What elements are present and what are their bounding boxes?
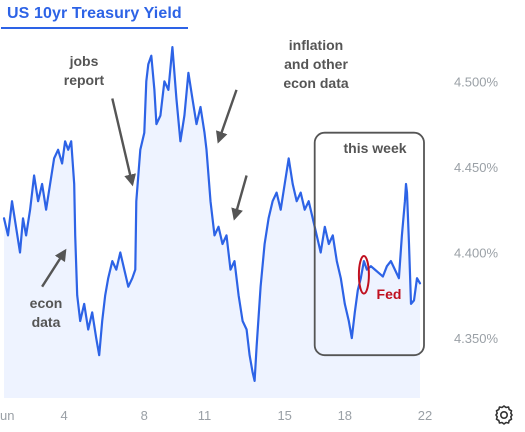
y-tick-label: 4.400% — [454, 246, 499, 261]
annotation-text-line: and other — [284, 56, 348, 72]
series-line-0 — [2, 46, 422, 382]
annotation-text-line: report — [64, 72, 105, 88]
annotation-text: econ data — [30, 295, 63, 330]
x-tick-label: 4 — [60, 408, 67, 423]
annotation-text-line: this week — [343, 140, 406, 156]
y-tick-label: 4.350% — [454, 331, 499, 346]
annotation-arrow — [231, 175, 248, 221]
annotation-text-line: econ — [30, 295, 63, 311]
y-tick-label: 4.450% — [454, 160, 499, 175]
x-tick-label: 15 — [277, 408, 291, 423]
chart-title-box: US 10yr Treasury Yield — [1, 1, 188, 29]
annotation-text: jobs report — [64, 53, 105, 88]
annotation-arrow — [41, 248, 67, 288]
this-week-box — [313, 131, 425, 357]
annotation-text: inflation and other econ data — [283, 37, 349, 91]
x-axis-ticks: Jun 4 8 11 15 18 22 — [0, 408, 432, 423]
annotation-text-line: data — [32, 314, 61, 330]
fed-ellipse — [357, 254, 370, 295]
x-tick-label: 11 — [198, 408, 212, 423]
annotation-text-line: jobs — [69, 53, 99, 69]
x-tick-label: 18 — [338, 408, 352, 423]
annotation-arrow — [216, 89, 238, 144]
x-tick-label: 22 — [418, 408, 432, 423]
y-tick-label: 4.500% — [454, 74, 499, 89]
annotation-text: Fed — [377, 286, 402, 302]
annotation-text: this week — [343, 140, 406, 156]
y-axis-ticks: 4.500% 4.450% 4.400% 4.350% — [454, 74, 499, 346]
x-tick-label: 8 — [141, 408, 148, 423]
settings-gear-icon[interactable] — [493, 404, 515, 426]
line-layer — [2, 46, 422, 382]
x-tick-label: Jun — [0, 408, 14, 423]
annotation-text-line: econ data — [283, 75, 349, 91]
annotation-text-line: inflation — [289, 37, 343, 53]
annotation-arrow — [111, 98, 136, 187]
chart-title: US 10yr Treasury Yield — [7, 5, 182, 22]
annotation-text-line: Fed — [377, 286, 402, 302]
